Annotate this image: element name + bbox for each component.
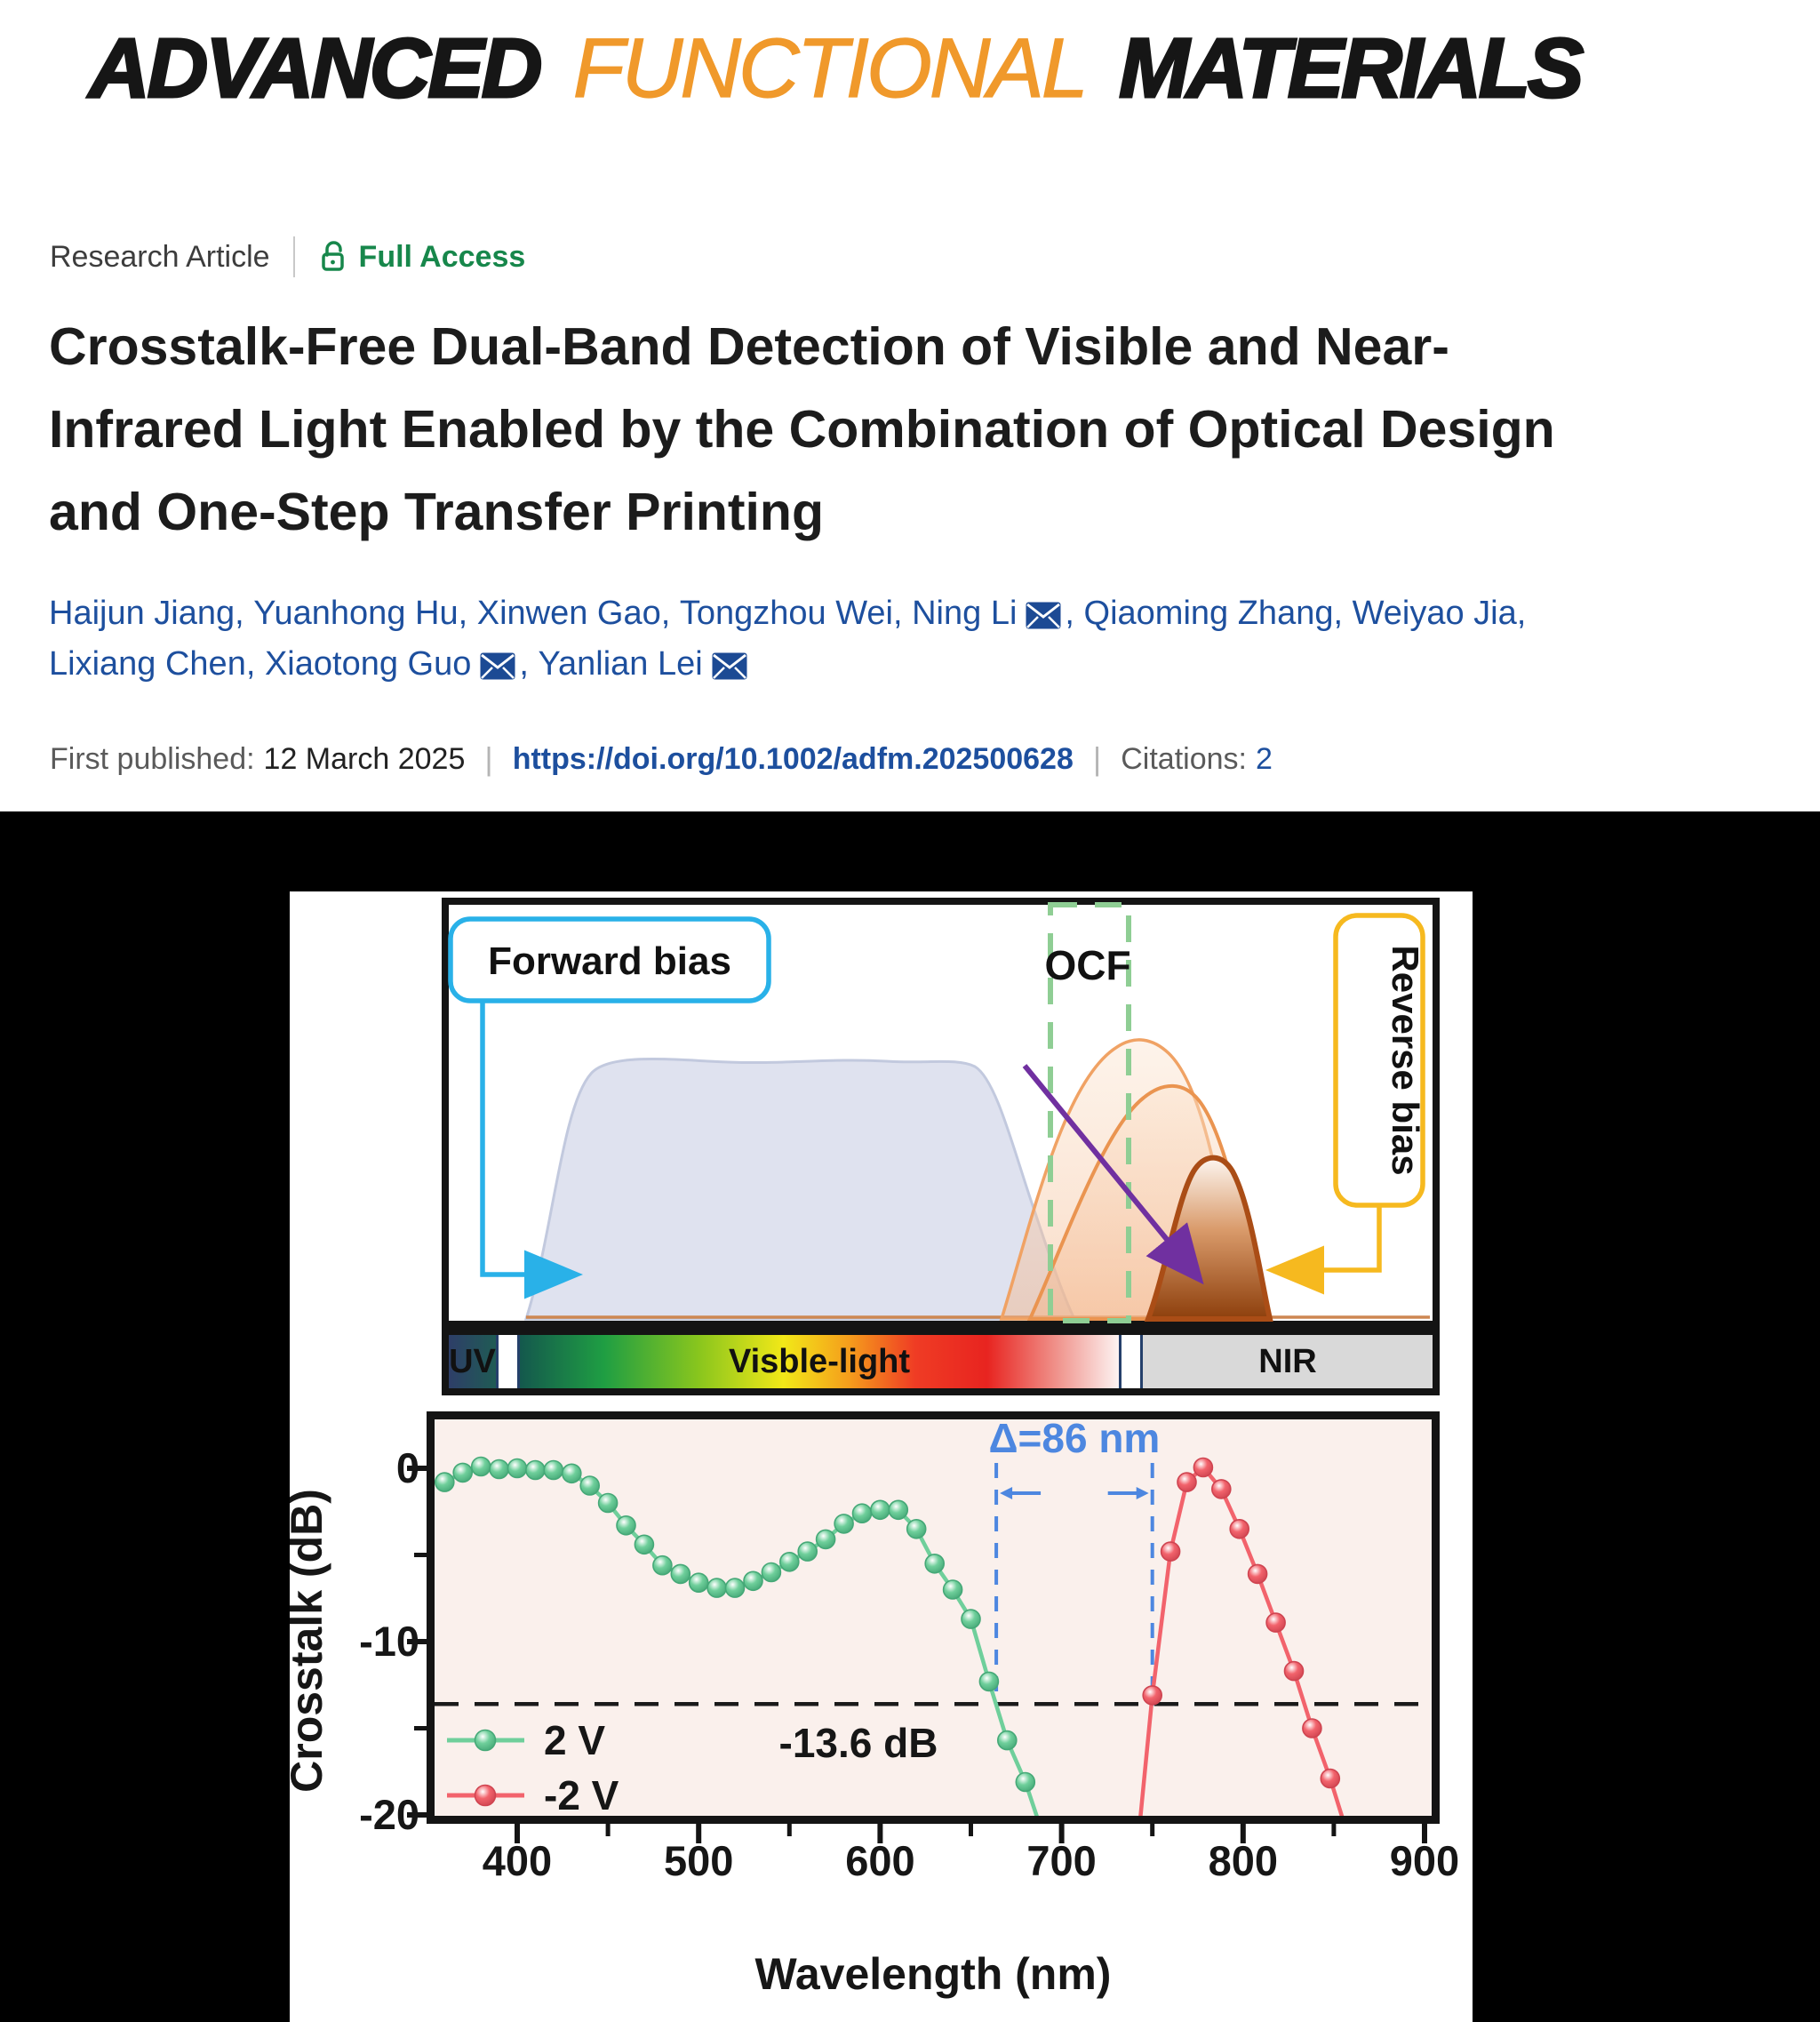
publication-date: 12 March 2025 bbox=[263, 741, 466, 776]
access-badge: Full Access bbox=[318, 239, 526, 275]
band-gap bbox=[1119, 1335, 1143, 1388]
author-link[interactable]: Xinwen Gao bbox=[476, 595, 661, 632]
visible-segment: Visble-light bbox=[520, 1335, 1119, 1388]
email-icon[interactable] bbox=[480, 652, 515, 680]
author-link[interactable]: Ning Li bbox=[912, 595, 1018, 632]
author-separator: , bbox=[892, 595, 913, 632]
author-link[interactable]: Weiyao Jia bbox=[1352, 595, 1517, 632]
svg-text:2 V: 2 V bbox=[544, 1717, 605, 1763]
access-label: Full Access bbox=[358, 239, 526, 274]
citations-count[interactable]: 2 bbox=[1255, 741, 1273, 776]
uv-label: UV bbox=[449, 1342, 496, 1380]
open-lock-icon bbox=[321, 241, 344, 271]
author-list: Haijun Jiang, Yuanhong Hu, Xinwen Gao, T… bbox=[49, 588, 1791, 690]
svg-text:-20: -20 bbox=[359, 1791, 419, 1838]
author-separator: , bbox=[519, 645, 539, 683]
svg-text:Δ=86 nm: Δ=86 nm bbox=[988, 1415, 1160, 1461]
svg-text:800: 800 bbox=[1209, 1837, 1278, 1884]
divider: | bbox=[1092, 740, 1102, 777]
forward-bias-label: Forward bias bbox=[488, 939, 731, 983]
svg-text:900: 900 bbox=[1390, 1837, 1459, 1884]
ocf-dashed-box bbox=[1048, 902, 1131, 1323]
email-icon[interactable] bbox=[1026, 602, 1061, 629]
bias-spectra-diagram: OCF Forward bias Reverse bias bbox=[442, 898, 1440, 1328]
article-meta-row: Research Article Full Access bbox=[50, 236, 525, 277]
reverse-bias-label: Reverse bias bbox=[1385, 945, 1426, 1175]
doi-link[interactable]: https://doi.org/10.1002/adfm.202500628 bbox=[512, 741, 1074, 776]
nir-segment: NIR bbox=[1143, 1335, 1433, 1388]
svg-text:Crosstalk (dB): Crosstalk (dB) bbox=[290, 1489, 331, 1793]
publication-row: First published: 12 March 2025 | https:/… bbox=[50, 740, 1273, 778]
svg-text:700: 700 bbox=[1026, 1837, 1096, 1884]
svg-text:-13.6 dB: -13.6 dB bbox=[779, 1720, 938, 1766]
logo-materials: MATERIALS bbox=[1118, 20, 1585, 117]
visible-label: Visble-light bbox=[728, 1342, 911, 1380]
svg-text:500: 500 bbox=[664, 1837, 733, 1884]
divider: | bbox=[484, 740, 493, 777]
author-separator: , bbox=[660, 595, 680, 632]
article-title: Crosstalk-Free Dual-Band Detection of Vi… bbox=[49, 306, 1817, 554]
logo-functional: FUNCTIONAL bbox=[572, 20, 1089, 116]
svg-text:-10: -10 bbox=[359, 1618, 419, 1665]
first-published-label: First published: bbox=[50, 741, 255, 776]
svg-text:400: 400 bbox=[483, 1837, 552, 1884]
svg-text:0: 0 bbox=[396, 1444, 419, 1491]
author-separator: , bbox=[1065, 595, 1084, 632]
nir-label: NIR bbox=[1258, 1342, 1317, 1380]
author-separator: , bbox=[1333, 595, 1353, 632]
journal-logo: ADVANCED FUNCTIONAL MATERIALS bbox=[87, 20, 1585, 117]
author-line: Lixiang Chen, Xiaotong Guo, Yanlian Lei bbox=[49, 639, 1791, 690]
title-line: Crosstalk-Free Dual-Band Detection of Vi… bbox=[49, 317, 1449, 376]
redshift-arrow bbox=[1022, 1064, 1204, 1285]
author-link[interactable]: Lixiang Chen bbox=[49, 645, 246, 683]
author-link[interactable]: Qiaoming Zhang bbox=[1083, 595, 1334, 632]
author-link[interactable]: Tongzhou Wei bbox=[679, 595, 893, 632]
author-separator: , bbox=[245, 645, 265, 683]
author-link[interactable]: Yanlian Lei bbox=[538, 645, 703, 683]
forward-bias-spectrum-shape bbox=[523, 1057, 1077, 1321]
citations-label: Citations: bbox=[1121, 741, 1247, 776]
band-gap bbox=[496, 1335, 520, 1388]
title-line: and One-Step Transfer Printing bbox=[49, 483, 825, 541]
author-line: Haijun Jiang, Yuanhong Hu, Xinwen Gao, T… bbox=[49, 588, 1791, 639]
author-link[interactable]: Xiaotong Guo bbox=[264, 645, 472, 683]
uv-segment: UV bbox=[449, 1335, 496, 1388]
email-icon[interactable] bbox=[712, 652, 747, 680]
author-separator: , bbox=[1516, 595, 1536, 632]
author-separator: , bbox=[235, 595, 254, 632]
graphical-abstract-figure: OCF Forward bias Reverse bias UV bbox=[282, 891, 1473, 2022]
graphical-abstract-band: OCF Forward bias Reverse bias UV bbox=[0, 811, 1820, 2022]
ocf-label: OCF bbox=[1044, 942, 1130, 988]
forward-bias-arrow bbox=[480, 1001, 583, 1299]
author-separator: , bbox=[458, 595, 477, 632]
spectrum-bar: UV Visble-light NIR bbox=[442, 1328, 1440, 1395]
logo-advanced: ADVANCED bbox=[87, 20, 543, 117]
article-type-label: Research Article bbox=[50, 239, 270, 274]
crosstalk-chart-svg: Δ=86 nm -13.6 dB 2 V -2 V 400 500 600 700 800 900… bbox=[282, 1411, 1459, 1999]
crosstalk-chart: Δ=86 nm -13.6 dB 2 V -2 V 400 500 600 700 800 900… bbox=[282, 1411, 1473, 2022]
svg-text:Wavelength (nm): Wavelength (nm) bbox=[755, 1949, 1112, 1999]
author-link[interactable]: Haijun Jiang bbox=[49, 595, 235, 632]
reverse-bias-arrow bbox=[1265, 1205, 1382, 1295]
forward-bias-box bbox=[448, 916, 771, 1003]
title-line: Infrared Light Enabled by the Combinatio… bbox=[49, 400, 1555, 459]
author-link[interactable]: Yuanhong Hu bbox=[253, 595, 459, 632]
svg-text:-2 V: -2 V bbox=[544, 1772, 619, 1818]
meta-divider bbox=[292, 236, 295, 277]
svg-text:600: 600 bbox=[845, 1837, 914, 1884]
